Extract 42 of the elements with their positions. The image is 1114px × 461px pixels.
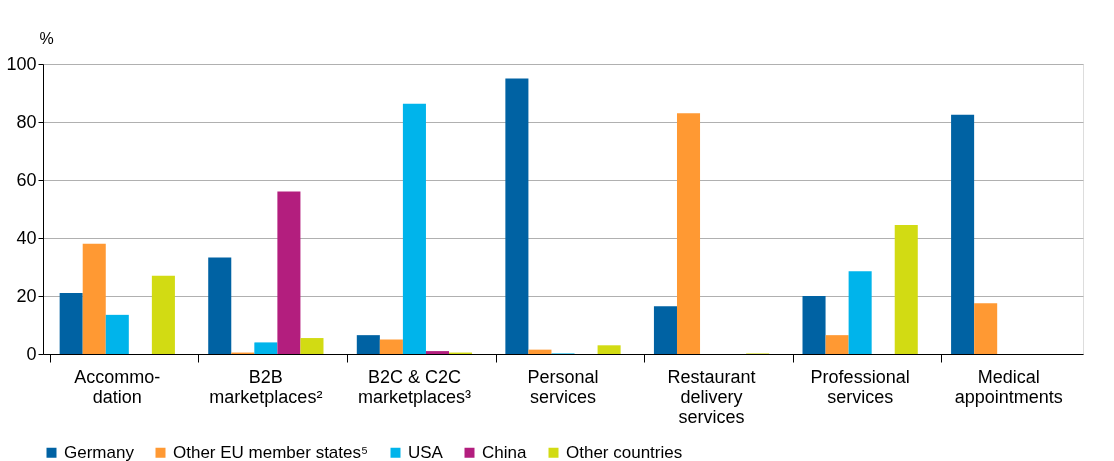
x-tick-label: B2B marketplaces² bbox=[209, 366, 323, 407]
x-tick-label: Restaurant delivery services bbox=[667, 366, 756, 427]
legend-label: Other countries bbox=[566, 442, 683, 461]
bar bbox=[951, 114, 975, 354]
bar bbox=[254, 342, 278, 354]
x-tick-label: Medical appointments bbox=[954, 366, 1063, 407]
legend-label: USA bbox=[408, 442, 444, 461]
bar bbox=[105, 314, 129, 354]
legend-label: Germany bbox=[64, 442, 135, 461]
bar bbox=[825, 335, 849, 354]
bar bbox=[402, 103, 426, 354]
bar bbox=[379, 339, 403, 354]
x-tick-label: Professional services bbox=[810, 366, 910, 407]
legend-label: Other EU member states⁵ bbox=[173, 442, 369, 461]
bar bbox=[151, 275, 175, 354]
bar bbox=[676, 113, 701, 354]
bar bbox=[653, 306, 677, 354]
x-tick-label: Personal services bbox=[527, 366, 599, 407]
bar bbox=[277, 191, 301, 354]
legend-label: China bbox=[482, 442, 527, 461]
y-tick-label: 100 bbox=[6, 53, 37, 74]
bar bbox=[82, 243, 106, 354]
bar bbox=[425, 351, 450, 354]
bar bbox=[802, 296, 826, 354]
y-tick-label: 60 bbox=[16, 169, 37, 190]
bar bbox=[848, 271, 872, 354]
bar bbox=[59, 293, 83, 354]
x-tick-label: Accommo- dation bbox=[74, 366, 161, 407]
bar bbox=[528, 349, 552, 354]
bar bbox=[208, 257, 232, 354]
bar bbox=[894, 224, 918, 354]
bar bbox=[974, 303, 998, 354]
y-tick-label: 0 bbox=[26, 343, 37, 364]
x-tick-label: B2C & C2C marketplaces³ bbox=[357, 366, 471, 407]
bar bbox=[300, 338, 324, 354]
bar bbox=[356, 335, 380, 354]
bar bbox=[505, 78, 529, 354]
y-tick-label: 20 bbox=[16, 285, 37, 306]
bar bbox=[597, 345, 621, 354]
y-axis-title: % bbox=[39, 29, 54, 47]
y-tick-label: 80 bbox=[16, 111, 37, 132]
y-tick-label: 40 bbox=[16, 227, 37, 248]
